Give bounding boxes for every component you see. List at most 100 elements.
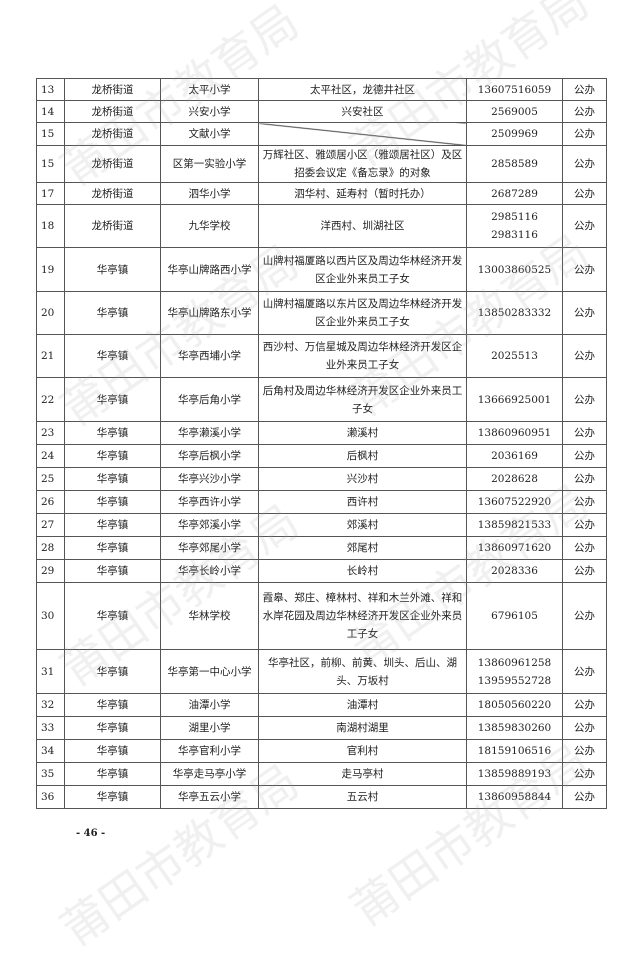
cell-zone: 油潭村: [258, 693, 467, 717]
cell-type: 公办: [562, 334, 607, 378]
school-zone-table: 13 龙桥街道 太平小学 太平社区，龙德井社区 13607516059 公办 14 龙桥街道兴…: [36, 78, 607, 809]
cell-school: 华亭官利小学: [160, 739, 259, 763]
cell-zone: 霞皋、郑庄、樟林村、祥和木兰外滩、祥和水岸花园及周边华林经济开发区企业外来员工子…: [258, 582, 467, 650]
cell-school: 太平小学: [160, 78, 259, 101]
cell-zone: 西沙村、万信星城及周边华林经济开发区企业外来员工子女: [258, 334, 467, 378]
cell-phone: 13850283332: [466, 291, 563, 335]
cell-no: 26: [36, 490, 65, 514]
cell-type: 公办: [562, 490, 607, 514]
cell-phone: 13860958844: [466, 785, 563, 809]
cell-type: 公办: [562, 467, 607, 491]
cell-type: 公办: [562, 716, 607, 740]
table-row: 22 华亭镇 华亭后角小学 后角村及周边华林经济开发区企业外来员工子女 13666925…: [36, 377, 607, 422]
cell-area: 龙桥街道: [64, 122, 161, 146]
table-row: 36 华亭镇 华亭五云小学 五云村 13860958844 公办: [36, 785, 607, 809]
cell-phone: 13666925001: [466, 377, 563, 422]
cell-phone: 2985116 2983116: [466, 204, 563, 248]
cell-no: 35: [36, 762, 65, 786]
table-row: 25 华亭镇 华亭兴沙小学 兴沙村 2028628 公办: [36, 467, 607, 491]
cell-type: 公办: [562, 513, 607, 537]
cell-type: 公办: [562, 762, 607, 786]
cell-area: 龙桥街道: [64, 204, 161, 248]
cell-no: 22: [36, 377, 65, 422]
cell-school: 华亭后枫小学: [160, 444, 259, 468]
cell-zone: 官利村: [258, 739, 467, 763]
cell-no: 13: [36, 78, 65, 101]
cell-area: 华亭镇: [64, 785, 161, 809]
table-row: 29 华亭镇 华亭长岭小学 长岭村 2028336 公办: [36, 559, 607, 583]
cell-area: 华亭镇: [64, 490, 161, 514]
cell-no: 24: [36, 444, 65, 468]
cell-no: 36: [36, 785, 65, 809]
cell-zone: 洋西村、圳湖社区: [258, 204, 467, 248]
cell-zone: 泗华村、延寿村（暂时托办）: [258, 182, 467, 205]
cell-no: 32: [36, 693, 65, 717]
cell-zone: 郊尾村: [258, 536, 467, 560]
cell-no: 15: [36, 145, 65, 183]
cell-school: 华亭长岭小学: [160, 559, 259, 583]
cell-school: 华亭走马亭小学: [160, 762, 259, 786]
cell-area: 华亭镇: [64, 421, 161, 445]
cell-area: 华亭镇: [64, 536, 161, 560]
cell-area: 华亭镇: [64, 739, 161, 763]
cell-zone: 华亭社区，前柳、前黄、圳头、后山、湖头、万坂村: [258, 649, 467, 694]
cell-zone: 五云村: [258, 785, 467, 809]
cell-area: 华亭镇: [64, 582, 161, 650]
cell-zone: 山牌村福厦路以西片区及周边华林经济开发区企业外来员工子女: [258, 247, 467, 292]
cell-type: 公办: [562, 739, 607, 763]
cell-zone: 西许村: [258, 490, 467, 514]
cell-phone: 13607516059: [466, 78, 563, 101]
cell-zone: 万辉社区、雅颂居小区（雅颂居社区）及区招委会议定《备忘录》的对象: [258, 145, 467, 183]
cell-phone: 13859830260: [466, 716, 563, 740]
cell-phone: 2687289: [466, 182, 563, 205]
cell-type: 公办: [562, 421, 607, 445]
cell-zone: 兴安社区: [258, 100, 467, 123]
cell-type: 公办: [562, 145, 607, 183]
cell-school: 湖里小学: [160, 716, 259, 740]
table-row: 15 龙桥街道 文献小学 2509969 公办: [36, 122, 607, 146]
cell-zone: 后角村及周边华林经济开发区企业外来员工子女: [258, 377, 467, 422]
table-row: 31 华亭镇 华亭第一中心小学 华亭社区，前柳、前黄、圳头、后山、湖头、万坂村 1386…: [36, 649, 607, 694]
cell-no: 23: [36, 421, 65, 445]
table-row: 21 华亭镇 华亭西埔小学 西沙村、万信星城及周边华林经济开发区企业外来员工子女 202…: [36, 334, 607, 378]
cell-type: 公办: [562, 785, 607, 809]
table-row: 15 龙桥街道 区第一实验小学 万辉社区、雅颂居小区（雅颂居社区）及区招委会议定《备忘…: [36, 145, 607, 183]
cell-school: 华林学校: [160, 582, 259, 650]
cell-school: 文献小学: [160, 122, 259, 146]
table-row: 13 龙桥街道 太平小学 太平社区，龙德井社区 13607516059 公办: [36, 78, 607, 101]
cell-phone: 2028336: [466, 559, 563, 583]
cell-school: 油潭小学: [160, 693, 259, 717]
cell-phone: 13859889193: [466, 762, 563, 786]
cell-area: 华亭镇: [64, 693, 161, 717]
cell-phone: 2036169: [466, 444, 563, 468]
cell-zone: 太平社区，龙德井社区: [258, 78, 467, 101]
table-row: 28 华亭镇 华亭郊尾小学 郊尾村 13860971620 公办: [36, 536, 607, 560]
cell-phone: 2025513: [466, 334, 563, 378]
cell-zone: 兴沙村: [258, 467, 467, 491]
cell-no: 28: [36, 536, 65, 560]
table-row: 35 华亭镇 华亭走马亭小学 走马亭村 13859889193 公办: [36, 762, 607, 786]
cell-school: 九华学校: [160, 204, 259, 248]
table-row: 20 华亭镇 华亭山牌路东小学 山牌村福厦路以东片区及周边华林经济开发区企业外来员工子…: [36, 291, 607, 335]
cell-no: 30: [36, 582, 65, 650]
cell-phone: 2569005: [466, 100, 563, 123]
cell-phone: 13607522920: [466, 490, 563, 514]
cell-zone: 郊溪村: [258, 513, 467, 537]
cell-phone: 2509969: [466, 122, 563, 146]
cell-school: 华亭第一中心小学: [160, 649, 259, 694]
cell-phone: 13860971620: [466, 536, 563, 560]
cell-area: 华亭镇: [64, 762, 161, 786]
cell-school: 华亭西许小学: [160, 490, 259, 514]
cell-phone: 13860960951: [466, 421, 563, 445]
cell-school: 华亭郊溪小学: [160, 513, 259, 537]
cell-type: 公办: [562, 182, 607, 205]
cell-zone: 濑溪村: [258, 421, 467, 445]
cell-school: 华亭山牌路西小学: [160, 247, 259, 292]
cell-type: 公办: [562, 649, 607, 694]
cell-phone: 13003860525: [466, 247, 563, 292]
table-row: 23 华亭镇 华亭濑溪小学 濑溪村 13860960951 公办: [36, 421, 607, 445]
cell-no: 19: [36, 247, 65, 292]
cell-school: 华亭濑溪小学: [160, 421, 259, 445]
cell-type: 公办: [562, 247, 607, 292]
cell-no: 14: [36, 100, 65, 123]
